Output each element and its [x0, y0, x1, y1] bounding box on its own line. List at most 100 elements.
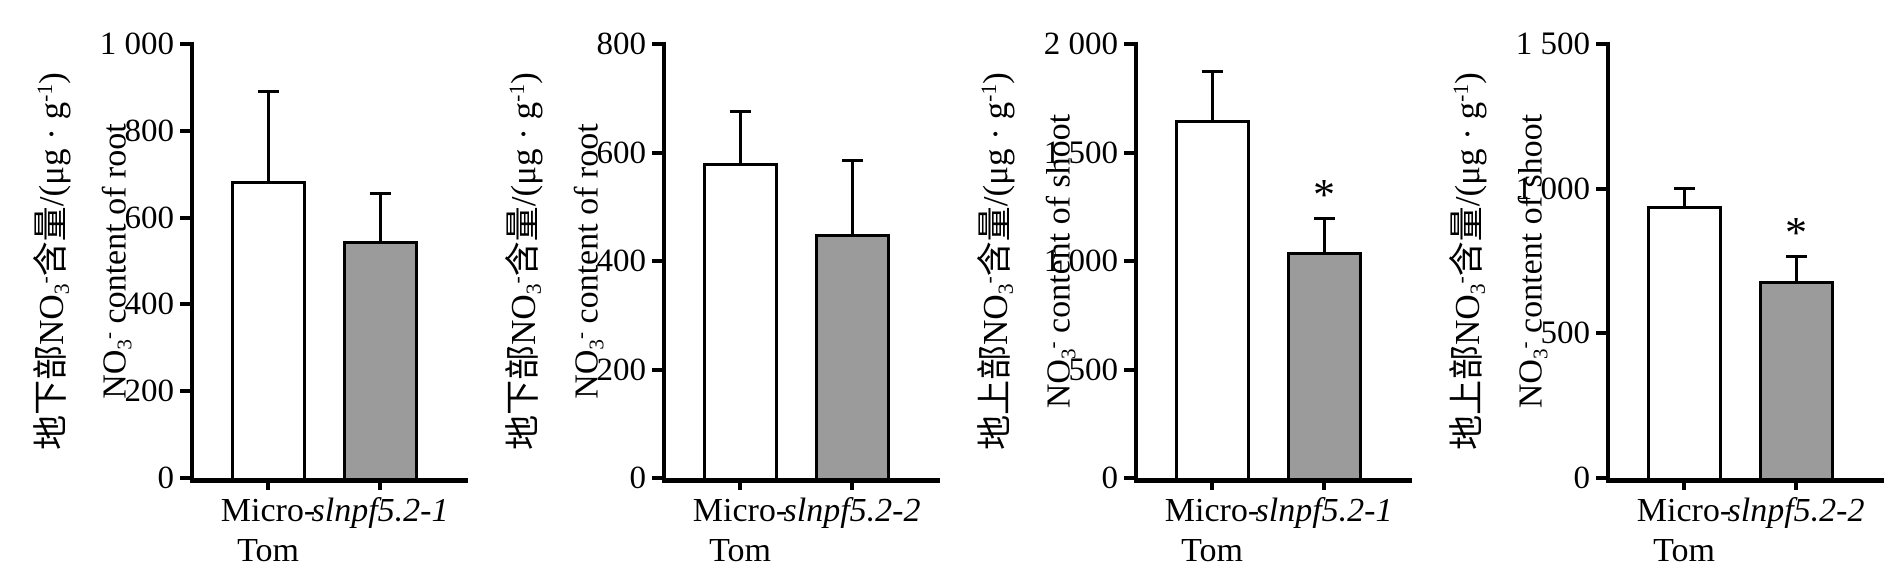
x-category-label-line: slnpf5.2-1 [311, 492, 449, 529]
y-axis-line [662, 42, 666, 483]
x-category-label: slnpf5.2-1 [1224, 491, 1424, 531]
y-tick [652, 42, 662, 46]
y-tick-label: 800 [124, 112, 175, 149]
x-axis-line [662, 478, 940, 483]
label-segment: ) [504, 72, 544, 84]
x-category-label-line: Micro- [220, 492, 316, 529]
y-tick-label: 400 [124, 286, 175, 323]
y-tick [652, 259, 662, 263]
y-tick [1596, 476, 1606, 480]
y-axis-title: 地下部NO3-含量/(μg · g-1) NO3- content of roo… [10, 11, 160, 511]
x-axis-line [190, 478, 468, 483]
x-category-label-line: Micro- [692, 492, 788, 529]
plot-area: 0 200 400 600 800 1 000 Micro- Tom slnpf5.2-1 [100, 26, 468, 569]
y-tick-label: 0 [629, 460, 647, 496]
label-segment: 3 [1466, 283, 1491, 295]
y-tick-label: 1 000 [1515, 170, 1590, 207]
x-tick [1794, 483, 1798, 490]
x-category-label-line: Micro- [1636, 492, 1732, 529]
y-tick [180, 389, 190, 394]
x-tick [738, 483, 742, 490]
label-segment: - [568, 332, 593, 340]
error-bar-cap [258, 89, 279, 93]
y-tick-label: 0 [1573, 460, 1591, 496]
bar-wildtype [1174, 119, 1250, 478]
y-tick-label: 200 [124, 373, 175, 410]
x-category-label: Micro- Tom [640, 491, 840, 571]
error-bar-cap [1202, 70, 1223, 74]
label-segment: 3 [112, 339, 137, 350]
chart-panel-no3-content-of-root-slnpf5-2-1: 地下部NO3-含量/(μg · g-1) NO3- content of roo… [0, 0, 472, 574]
y-tick-label: 0 [1101, 460, 1119, 496]
error-bar-cap [370, 191, 391, 195]
label-segment: ) [32, 72, 72, 84]
y-tick-label: 2 000 [1043, 26, 1118, 62]
y-tick-label: 800 [596, 26, 647, 62]
error-bar-line [267, 91, 270, 181]
x-category-label: slnpf5.2-2 [752, 491, 952, 531]
label-segment: -1 [1449, 83, 1474, 102]
x-category-label: slnpf5.2-1 [280, 491, 480, 531]
y-tick-label: 500 [1068, 351, 1119, 388]
error-bar-cap [1786, 254, 1807, 258]
x-category-label-line: Tom [1653, 532, 1715, 569]
y-tick-label: 600 [124, 199, 175, 236]
label-segment: - [33, 276, 58, 284]
label-segment: content of shoot [1512, 113, 1550, 342]
plot-area: 0 500 1 000 1 500 Micro- Tom * slnpf5.2-2 [1516, 26, 1884, 569]
error-bar-cap [842, 158, 863, 162]
y-axis-title: 地上部NO3-含量/(μg · g-1) NO3- content of sho… [1426, 11, 1576, 511]
y-axis-line [1134, 42, 1138, 483]
x-category-label: Micro- Tom [1584, 491, 1784, 571]
y-tick [180, 215, 190, 220]
chart-panel-no3-content-of-root-slnpf5-2-2: 地下部NO3-含量/(μg · g-1) NO3- content of roo… [472, 0, 944, 574]
chart-panel-no3-content-of-shoot-slnpf5-2-2: 地上部NO3-含量/(μg · g-1) NO3- content of sho… [1416, 0, 1888, 574]
label-segment: -1 [977, 83, 1002, 102]
plot-area: 0 500 1 000 1 500 2 000 Micro- Tom * slnpf5.2-1 [1044, 26, 1412, 569]
error-bar-line [739, 111, 742, 164]
bar-mutant [1758, 281, 1834, 478]
x-category-label-line: Tom [1181, 532, 1243, 569]
error-bar-line [851, 160, 854, 234]
y-tick [1124, 42, 1134, 46]
y-tick [652, 476, 662, 480]
y-axis-title-en: NO3- content of root [85, 123, 147, 398]
bar-mutant [1286, 252, 1362, 478]
y-tick [1596, 331, 1606, 336]
y-tick-label: 1 000 [1043, 243, 1118, 279]
chart-panel-no3-content-of-shoot-slnpf5-2-1: 地上部NO3-含量/(μg · g-1) NO3- content of sho… [944, 0, 1416, 574]
plot-area: 0 200 400 600 800 Micro- Tom slnpf5.2-2 [597, 26, 940, 569]
error-bar-line [1795, 256, 1798, 282]
y-tick [1124, 150, 1134, 155]
y-tick-label: 1 500 [1043, 134, 1118, 171]
x-category-label-line: Tom [237, 532, 299, 569]
y-tick [1596, 42, 1606, 46]
bar-wildtype [230, 180, 306, 478]
error-bar-cap [730, 109, 751, 113]
significance-asterisk: * [1313, 169, 1335, 219]
bar-wildtype [1646, 206, 1722, 478]
x-tick [378, 483, 382, 490]
y-tick [652, 367, 662, 372]
bar-wildtype [702, 163, 778, 478]
x-category-label-line: Tom [709, 532, 771, 569]
x-axis-line [1606, 478, 1884, 483]
y-axis-title-en: NO3- content of shoot [1501, 114, 1563, 408]
y-tick-label: 400 [596, 243, 647, 279]
y-tick [1124, 367, 1134, 372]
label-segment: - [96, 332, 121, 340]
y-tick [180, 476, 190, 480]
y-tick [180, 42, 190, 46]
x-category-label-line: slnpf5.2-2 [783, 492, 921, 529]
y-tick [1596, 186, 1606, 191]
label-segment: - [1040, 341, 1065, 349]
x-tick [1210, 483, 1214, 490]
bar-mutant [342, 241, 418, 478]
error-bar-line [1323, 218, 1326, 253]
label-segment: ) [976, 72, 1016, 84]
label-segment: - [1449, 276, 1474, 284]
x-category-label-line: Micro- [1164, 492, 1260, 529]
error-bar-cap [1314, 216, 1335, 220]
x-tick [850, 483, 854, 490]
x-category-label: Micro- Tom [1112, 491, 1312, 571]
